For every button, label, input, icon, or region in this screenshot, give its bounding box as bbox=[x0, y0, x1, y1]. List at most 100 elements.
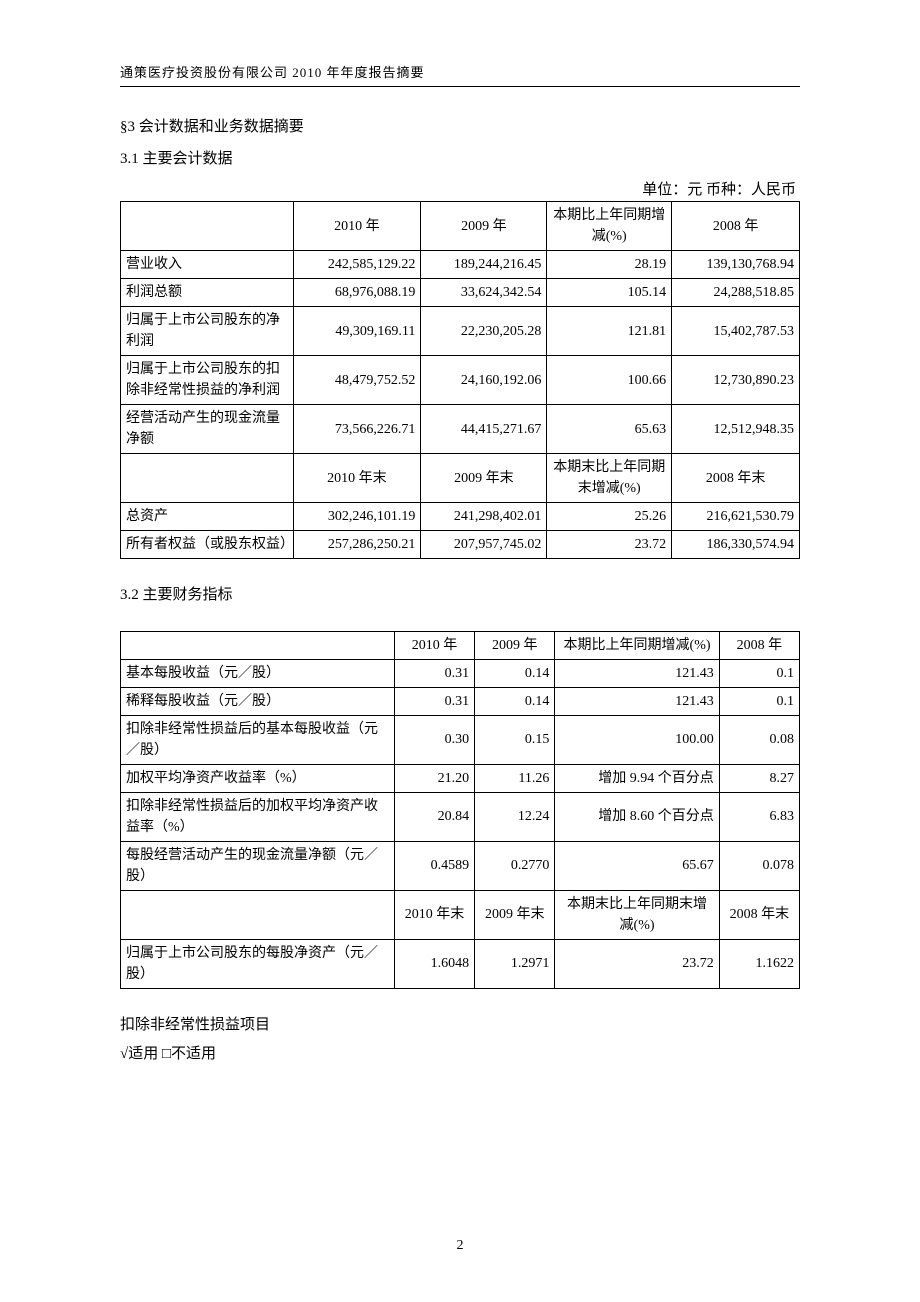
col-header: 2008 年 bbox=[672, 202, 800, 251]
cell: 1.2971 bbox=[475, 939, 555, 988]
col-header: 2009 年 bbox=[475, 631, 555, 659]
col-header: 本期末比上年同期末增减(%) bbox=[555, 890, 719, 939]
row-label: 营业收入 bbox=[121, 251, 294, 279]
col-header: 2009 年 bbox=[421, 202, 547, 251]
cell: 73,566,226.71 bbox=[293, 405, 421, 454]
row-label: 归属于上市公司股东的扣除非经常性损益的净利润 bbox=[121, 356, 294, 405]
table-row: 总资产 302,246,101.19 241,298,402.01 25.26 … bbox=[121, 503, 800, 531]
table-row: 每股经营活动产生的现金流量净额（元／股） 0.4589 0.2770 65.67… bbox=[121, 841, 800, 890]
header-text: 通策医疗投资股份有限公司 2010 年年度报告摘要 bbox=[120, 65, 425, 80]
accounting-data-table: 2010 年 2009 年 本期比上年同期增减(%) 2008 年 营业收入 2… bbox=[120, 201, 800, 559]
cell: 139,130,768.94 bbox=[672, 251, 800, 279]
table-row: 加权平均净资产收益率（%） 21.20 11.26 增加 9.94 个百分点 8… bbox=[121, 764, 800, 792]
table-header-row: 2010 年 2009 年 本期比上年同期增减(%) 2008 年 bbox=[121, 631, 800, 659]
col-header: 本期比上年同期增减(%) bbox=[547, 202, 672, 251]
cell: 49,309,169.11 bbox=[293, 307, 421, 356]
col-header bbox=[121, 890, 395, 939]
page-header: 通策医疗投资股份有限公司 2010 年年度报告摘要 bbox=[120, 62, 800, 87]
table-row: 稀释每股收益（元／股） 0.31 0.14 121.43 0.1 bbox=[121, 687, 800, 715]
table-row: 利润总额 68,976,088.19 33,624,342.54 105.14 … bbox=[121, 279, 800, 307]
row-label: 利润总额 bbox=[121, 279, 294, 307]
col-header bbox=[121, 454, 294, 503]
table-row: 归属于上市公司股东的净利润 49,309,169.11 22,230,205.2… bbox=[121, 307, 800, 356]
table-header-row: 2010 年 2009 年 本期比上年同期增减(%) 2008 年 bbox=[121, 202, 800, 251]
cell: 增加 8.60 个百分点 bbox=[555, 792, 719, 841]
section3-title: §3 会计数据和业务数据摘要 bbox=[120, 115, 800, 141]
cell: 0.078 bbox=[719, 841, 799, 890]
col-header: 2010 年 bbox=[293, 202, 421, 251]
financial-indicator-table: 2010 年 2009 年 本期比上年同期增减(%) 2008 年 基本每股收益… bbox=[120, 631, 800, 989]
cell: 65.67 bbox=[555, 841, 719, 890]
row-label: 扣除非经常性损益后的基本每股收益（元／股） bbox=[121, 715, 395, 764]
section32-title: 3.2 主要财务指标 bbox=[120, 583, 800, 609]
row-label: 稀释每股收益（元／股） bbox=[121, 687, 395, 715]
cell: 23.72 bbox=[555, 939, 719, 988]
row-label: 总资产 bbox=[121, 503, 294, 531]
cell: 105.14 bbox=[547, 279, 672, 307]
cell: 6.83 bbox=[719, 792, 799, 841]
note-label: 扣除非经常性损益项目 bbox=[120, 1013, 800, 1039]
section31-title: 3.1 主要会计数据 bbox=[120, 147, 800, 173]
cell: 121.43 bbox=[555, 659, 719, 687]
row-label: 经营活动产生的现金流量净额 bbox=[121, 405, 294, 454]
cell: 0.08 bbox=[719, 715, 799, 764]
cell: 100.66 bbox=[547, 356, 672, 405]
cell: 100.00 bbox=[555, 715, 719, 764]
cell: 24,288,518.85 bbox=[672, 279, 800, 307]
cell: 0.30 bbox=[394, 715, 474, 764]
cell: 68,976,088.19 bbox=[293, 279, 421, 307]
cell: 207,957,745.02 bbox=[421, 531, 547, 559]
cell: 15,402,787.53 bbox=[672, 307, 800, 356]
cell: 0.14 bbox=[475, 659, 555, 687]
cell: 11.26 bbox=[475, 764, 555, 792]
cell: 25.26 bbox=[547, 503, 672, 531]
cell: 12.24 bbox=[475, 792, 555, 841]
row-label: 加权平均净资产收益率（%） bbox=[121, 764, 395, 792]
col-header: 2008 年 bbox=[719, 631, 799, 659]
col-header: 2009 年末 bbox=[421, 454, 547, 503]
cell: 1.6048 bbox=[394, 939, 474, 988]
document-page: 通策医疗投资股份有限公司 2010 年年度报告摘要 §3 会计数据和业务数据摘要… bbox=[0, 0, 920, 1302]
cell: 28.19 bbox=[547, 251, 672, 279]
col-header: 2008 年末 bbox=[719, 890, 799, 939]
cell: 44,415,271.67 bbox=[421, 405, 547, 454]
table-row: 归属于上市公司股东的每股净资产（元／股） 1.6048 1.2971 23.72… bbox=[121, 939, 800, 988]
col-header bbox=[121, 202, 294, 251]
cell: 0.31 bbox=[394, 659, 474, 687]
table-row: 基本每股收益（元／股） 0.31 0.14 121.43 0.1 bbox=[121, 659, 800, 687]
cell: 24,160,192.06 bbox=[421, 356, 547, 405]
cell: 48,479,752.52 bbox=[293, 356, 421, 405]
cell: 186,330,574.94 bbox=[672, 531, 800, 559]
table-header-row: 2010 年末 2009 年末 本期末比上年同期末增减(%) 2008 年末 bbox=[121, 890, 800, 939]
cell: 216,621,530.79 bbox=[672, 503, 800, 531]
page-number: 2 bbox=[0, 1238, 920, 1254]
note-checkbox: √适用 □不适用 bbox=[120, 1042, 800, 1068]
cell: 12,512,948.35 bbox=[672, 405, 800, 454]
cell: 0.14 bbox=[475, 687, 555, 715]
cell: 23.72 bbox=[547, 531, 672, 559]
cell: 189,244,216.45 bbox=[421, 251, 547, 279]
row-label: 基本每股收益（元／股） bbox=[121, 659, 395, 687]
col-header: 2010 年末 bbox=[293, 454, 421, 503]
cell: 0.4589 bbox=[394, 841, 474, 890]
col-header: 2009 年末 bbox=[475, 890, 555, 939]
cell: 增加 9.94 个百分点 bbox=[555, 764, 719, 792]
row-label: 所有者权益（或股东权益） bbox=[121, 531, 294, 559]
unit-text: 单位：元 币种：人民币 bbox=[120, 178, 800, 199]
cell: 302,246,101.19 bbox=[293, 503, 421, 531]
table-row: 扣除非经常性损益后的加权平均净资产收益率（%） 20.84 12.24 增加 8… bbox=[121, 792, 800, 841]
cell: 65.63 bbox=[547, 405, 672, 454]
row-label: 扣除非经常性损益后的加权平均净资产收益率（%） bbox=[121, 792, 395, 841]
col-header: 2010 年 bbox=[394, 631, 474, 659]
table-header-row: 2010 年末 2009 年末 本期末比上年同期末增减(%) 2008 年末 bbox=[121, 454, 800, 503]
cell: 242,585,129.22 bbox=[293, 251, 421, 279]
cell: 0.1 bbox=[719, 659, 799, 687]
cell: 22,230,205.28 bbox=[421, 307, 547, 356]
cell: 257,286,250.21 bbox=[293, 531, 421, 559]
table-row: 所有者权益（或股东权益） 257,286,250.21 207,957,745.… bbox=[121, 531, 800, 559]
row-label: 归属于上市公司股东的净利润 bbox=[121, 307, 294, 356]
table-row: 经营活动产生的现金流量净额 73,566,226.71 44,415,271.6… bbox=[121, 405, 800, 454]
cell: 21.20 bbox=[394, 764, 474, 792]
cell: 20.84 bbox=[394, 792, 474, 841]
cell: 0.2770 bbox=[475, 841, 555, 890]
